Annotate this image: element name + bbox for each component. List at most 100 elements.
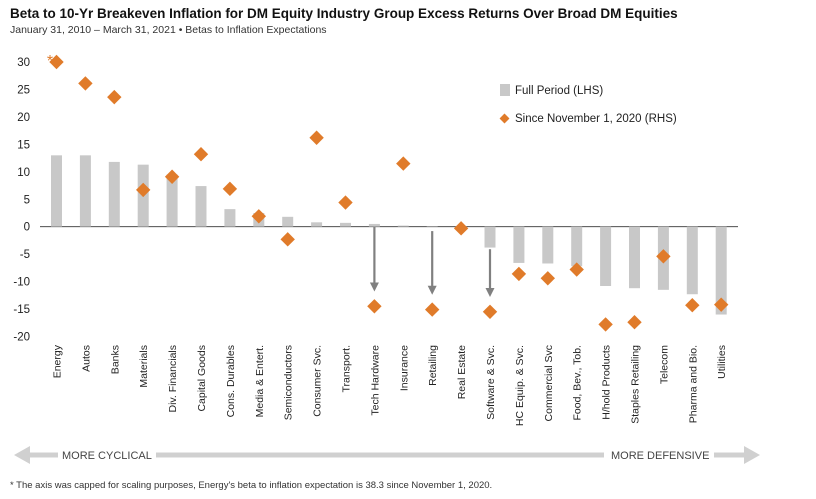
x-label-materials: Materials: [138, 345, 150, 388]
marker-pharma-and-bio: [685, 298, 700, 313]
arrow-software-svc: [485, 249, 495, 297]
x-label-staples-retailing: Staples Retailing: [630, 345, 642, 424]
x-label-h-hold-products: H/hold Products: [601, 345, 613, 420]
bar-energy: [51, 155, 62, 227]
marker-commercial-svc: [540, 271, 555, 286]
cap-asterisk: *: [47, 53, 53, 70]
arrow-tech-hardware: [369, 226, 379, 292]
x-label-energy: Energy: [52, 344, 64, 378]
x-label-transport: Transport.: [341, 345, 353, 392]
bar-commercial-svc: [542, 226, 554, 264]
markers-layer: [49, 54, 729, 332]
legend: Full Period (LHS) Since November 1, 2020…: [499, 84, 677, 125]
marker-media-entert: [251, 209, 266, 224]
marker-energy: [49, 54, 64, 70]
bar-h-hold-products: [600, 226, 612, 286]
bar-tech-hardware: [368, 223, 380, 227]
marker-real-estate: [453, 221, 469, 236]
y-tick-label: -20: [13, 332, 30, 344]
x-label-capital-goods: Capital Goods: [196, 345, 208, 412]
spectrum-arrowhead-right: [744, 446, 760, 464]
marker-cons-durables: [222, 181, 238, 197]
spectrum-right-label: MORE DEFENSIVE: [611, 450, 709, 462]
marker-insurance: [396, 156, 411, 171]
marker-utilities: [714, 297, 729, 312]
x-label-div-financials: Div. Financials: [167, 345, 179, 413]
y-tick-label: 20: [17, 112, 30, 124]
marker-capital-goods: [193, 147, 209, 162]
x-axis-labels: Energy Autos Banks Materials Div. Financials…: [52, 344, 729, 426]
x-label-insurance: Insurance: [398, 345, 410, 391]
x-label-utilities: Utilities: [716, 345, 728, 379]
chart-title: Beta to 10-Yr Breakeven Inflation for DM…: [10, 6, 678, 21]
bar-banks: [108, 161, 120, 227]
marker-transport: [338, 195, 353, 210]
bar-consumer-svc: [311, 222, 323, 227]
bar-capital-goods: [195, 186, 207, 227]
legend-marker-swatch: [499, 113, 510, 124]
x-label-semiconductors: Semiconductors: [283, 345, 295, 420]
bar-food-bev-tob: [571, 226, 583, 267]
chart-svg: 30 25 20 15 10 5 0 -5 -10 -15 -20 Energy Autos Banks…: [13, 53, 760, 464]
x-label-commercial-svc: Commercial Svc: [543, 345, 555, 421]
x-label-pharma-and-bio: Pharma and Bio.: [687, 345, 699, 423]
x-label-banks: Banks: [109, 345, 121, 374]
footnote: * The axis was capped for scaling purpos…: [10, 480, 493, 491]
bar-div-financials: [166, 174, 178, 227]
y-tick-label: 15: [17, 139, 30, 151]
bars-layer: [51, 155, 727, 315]
arrows-layer: [369, 226, 495, 297]
spectrum-left-label: MORE CYCLICAL: [62, 450, 152, 462]
marker-autos: [78, 76, 93, 91]
bar-semiconductors: [282, 216, 294, 227]
arrow-retailing: [427, 231, 437, 295]
y-tick-label: 5: [24, 194, 30, 206]
bar-utilities: [715, 226, 727, 315]
x-label-real-estate: Real Estate: [456, 345, 468, 399]
arrow-head: [369, 282, 379, 292]
marker-banks: [107, 89, 122, 105]
marker-semiconductors: [280, 232, 295, 247]
spectrum-bar: MORE CYCLICAL MORE DEFENSIVE: [14, 446, 760, 464]
x-label-telecom: Telecom: [658, 345, 670, 384]
x-label-autos: Autos: [80, 345, 92, 372]
marker-food-bev-tob: [569, 262, 584, 277]
y-tick-label: 30: [17, 57, 30, 69]
x-label-food-bev-tob: Food, Bev., Tob.: [572, 345, 584, 421]
bar-pharma-and-bio: [686, 226, 698, 295]
marker-h-hold-products: [598, 317, 613, 332]
y-tick-label: -5: [20, 249, 30, 261]
marker-staples-retailing: [627, 315, 642, 330]
y-axis: 30 25 20 15 10 5 0 -5 -10 -15 -20: [13, 57, 30, 344]
marker-hc-equip-svc: [511, 266, 527, 282]
arrow-head: [485, 287, 495, 297]
chart-subtitle: January 31, 2010 – March 31, 2021 • Beta…: [10, 24, 327, 36]
marker-consumer-svc: [309, 130, 324, 145]
y-tick-label: 25: [17, 84, 30, 96]
y-tick-label: 0: [24, 222, 30, 234]
bar-cons-durables: [224, 209, 236, 227]
bar-software-svc: [484, 226, 496, 248]
legend-bar-swatch: [500, 84, 510, 96]
bar-transport: [340, 222, 351, 227]
x-label-consumer-svc: Consumer Svc.: [312, 345, 324, 417]
x-label-cons-durables: Cons. Durables: [225, 345, 237, 417]
x-label-media-entert: Media & Entert.: [254, 345, 266, 417]
x-label-hc-equip-svc: HC Equip. & Svc.: [514, 345, 526, 426]
x-label-software-svc: Software & Svc.: [485, 345, 497, 420]
y-tick-label: -10: [13, 277, 30, 289]
bar-hc-equip-svc: [513, 226, 525, 263]
marker-software-svc: [482, 304, 498, 319]
marker-div-financials: [164, 169, 180, 184]
legend-bar-label: Full Period (LHS): [515, 85, 603, 97]
marker-tech-hardware: [367, 299, 382, 314]
spectrum-arrowhead-left: [14, 446, 30, 464]
bar-staples-retailing: [629, 226, 640, 289]
marker-telecom: [656, 249, 671, 264]
y-tick-label: -15: [13, 304, 30, 316]
bar-autos: [79, 155, 91, 227]
x-label-retailing: Retailing: [427, 345, 439, 386]
x-label-tech-hardware: Tech Hardware: [369, 345, 381, 416]
bar-insurance: [397, 225, 409, 227]
